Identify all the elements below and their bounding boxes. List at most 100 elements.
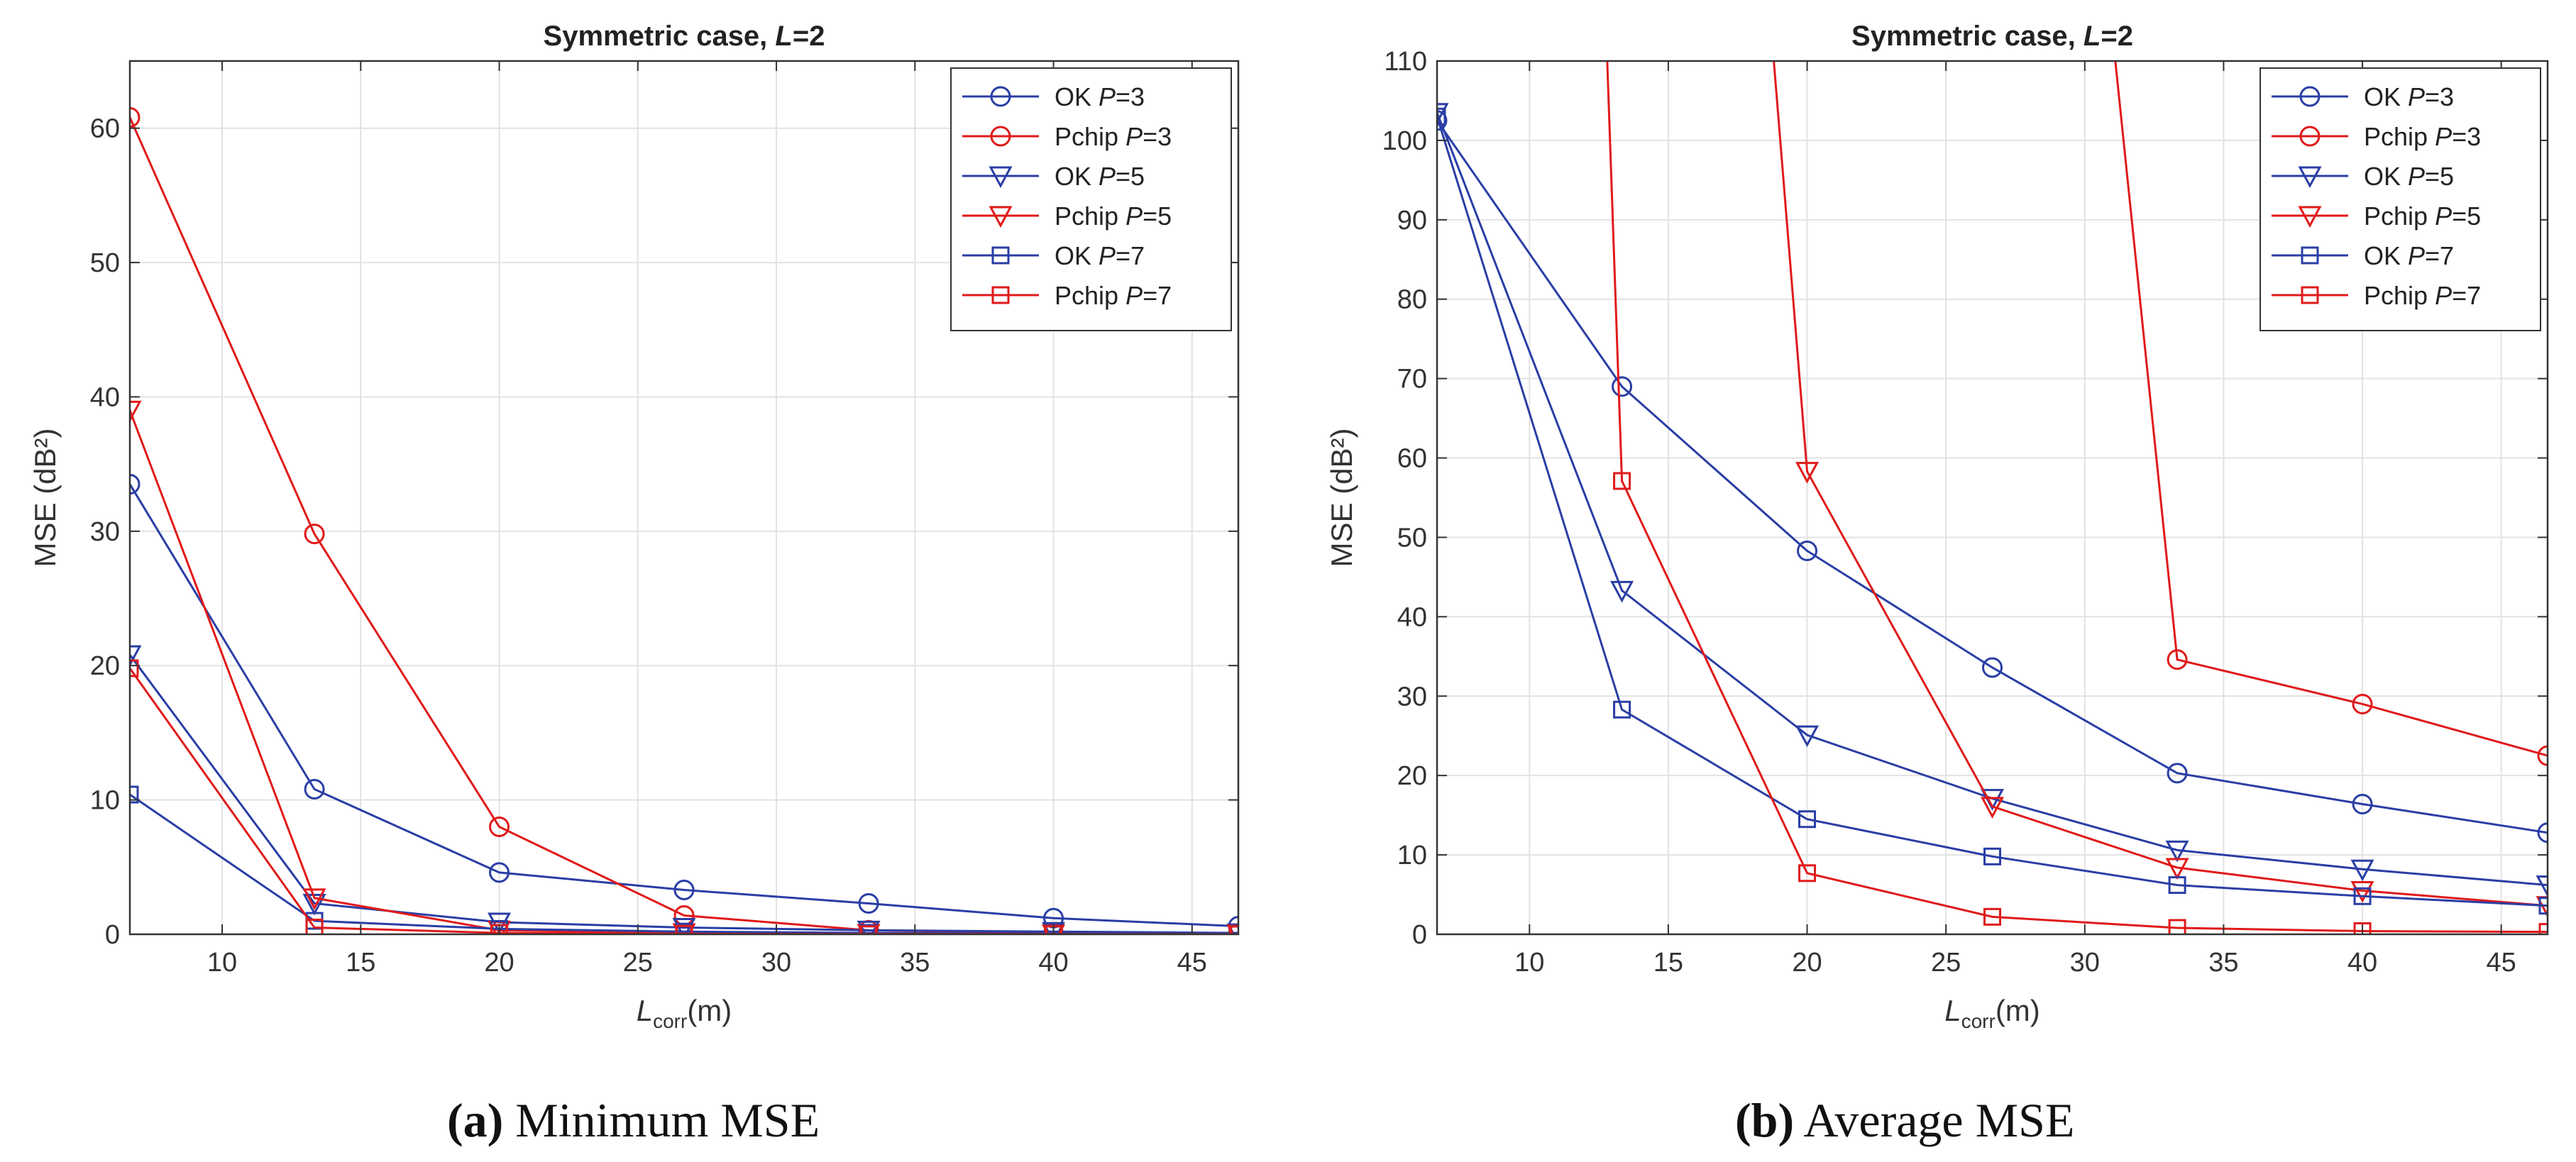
data-point bbox=[1612, 376, 1633, 397]
legend-marker bbox=[990, 126, 1011, 147]
axes-frame bbox=[1436, 60, 2549, 936]
data-point bbox=[2350, 859, 2374, 882]
chart-title: Symmetric case, L=2 bbox=[1851, 21, 2133, 52]
legend-entry: OK P=7 bbox=[2272, 241, 2454, 270]
legend-marker bbox=[2298, 206, 2322, 228]
x-tick-label: 35 bbox=[900, 948, 930, 978]
y-tick-label: 10 bbox=[90, 786, 120, 816]
legend-label: OK P=3 bbox=[1055, 82, 1145, 111]
data-point bbox=[304, 524, 325, 545]
legend: OK P=3 Pchip P=3 OK P=5 Pchip P=5 OK P=7 Pchi… bbox=[2259, 67, 2541, 331]
data-point bbox=[2167, 649, 2188, 670]
legend: OK P=3 Pchip P=3 OK P=5 Pchip P=5 OK P=7 Pchi… bbox=[950, 67, 1232, 331]
legend-label: Pchip P=7 bbox=[1055, 281, 1172, 310]
data-point bbox=[304, 778, 325, 799]
y-tick-label: 0 bbox=[105, 920, 120, 950]
y-tick-label: 40 bbox=[1397, 602, 1427, 632]
x-tick-label: 40 bbox=[1038, 948, 1068, 978]
data-point bbox=[2165, 840, 2189, 863]
legend-marker bbox=[991, 246, 1010, 265]
legend-label: Pchip P=7 bbox=[2364, 281, 2481, 310]
legend-label: OK P=5 bbox=[1055, 162, 1145, 191]
series-pchip-p-3 bbox=[2114, 61, 2548, 766]
data-point bbox=[1437, 110, 1448, 131]
legend-entry: Pchip P=5 bbox=[2272, 201, 2481, 231]
legend-label: Pchip P=5 bbox=[1055, 201, 1172, 231]
data-point bbox=[1982, 657, 2003, 678]
series-ok-p-3 bbox=[1437, 110, 2548, 843]
series-ok-p-7 bbox=[1437, 107, 2548, 915]
series-line bbox=[1437, 120, 2548, 834]
y-tick-label: 20 bbox=[1397, 761, 1427, 791]
data-point bbox=[1795, 725, 1820, 748]
data-point bbox=[2537, 822, 2548, 843]
data-point bbox=[2537, 745, 2548, 766]
legend-entry: Pchip P=3 bbox=[2272, 122, 2481, 151]
data-point bbox=[673, 880, 695, 901]
legend-marker bbox=[2301, 246, 2319, 265]
legend-entry: Pchip P=7 bbox=[962, 281, 1172, 310]
data-point bbox=[1797, 540, 1818, 561]
y-axis-label: MSE (dB²) bbox=[1325, 428, 1358, 567]
y-tick-label: 20 bbox=[90, 651, 120, 681]
y-tick-label: 60 bbox=[90, 114, 120, 144]
legend-marker bbox=[2299, 126, 2321, 147]
x-tick-label: 30 bbox=[761, 948, 791, 978]
data-point bbox=[1980, 797, 2005, 819]
data-point bbox=[2536, 875, 2548, 897]
y-axis-label: MSE (dB²) bbox=[28, 428, 62, 567]
data-point bbox=[2168, 919, 2186, 934]
legend-entry: OK P=3 bbox=[962, 82, 1145, 111]
y-tick-label: 40 bbox=[90, 382, 120, 412]
caption-a: (a) Minimum MSE bbox=[447, 1092, 820, 1149]
legend-label: Pchip P=3 bbox=[2364, 122, 2481, 151]
data-point bbox=[130, 659, 139, 677]
legend-entry: Pchip P=3 bbox=[962, 122, 1172, 151]
x-tick-label: 45 bbox=[1177, 948, 1207, 978]
x-axis-label: Lcorr(m) bbox=[1944, 994, 2040, 1032]
x-tick-label: 25 bbox=[1931, 948, 1961, 978]
data-point bbox=[1437, 107, 1446, 126]
x-tick-label: 15 bbox=[346, 948, 375, 978]
legend-label: OK P=3 bbox=[2364, 82, 2454, 111]
y-tick-label: 50 bbox=[90, 248, 120, 278]
data-point bbox=[130, 645, 142, 668]
y-tick-label: 100 bbox=[1382, 126, 1427, 156]
x-tick-label: 20 bbox=[484, 948, 514, 978]
axes-frame bbox=[128, 60, 1240, 936]
legend-label: OK P=5 bbox=[2364, 162, 2454, 191]
data-point bbox=[2350, 880, 2374, 903]
data-point bbox=[2538, 923, 2548, 934]
data-layer bbox=[1437, 61, 2548, 934]
legend-label: OK P=7 bbox=[1055, 241, 1145, 270]
caption-b-label: (b) bbox=[1735, 1093, 1795, 1147]
y-tick-label: 30 bbox=[1397, 682, 1427, 712]
data-point bbox=[2538, 897, 2548, 915]
x-tick-label: 45 bbox=[2487, 948, 2516, 978]
data-point bbox=[2168, 876, 2186, 895]
data-point bbox=[1437, 103, 1449, 125]
data-point bbox=[1983, 847, 2001, 865]
y-tick-label: 30 bbox=[90, 517, 120, 547]
series-line bbox=[1773, 61, 2548, 907]
chart-average-mse: 10 15 20 25 30 35 40 45 0 10 20 30 40 50 60 70 80 90 100 11… bbox=[1325, 21, 2549, 1032]
data-point bbox=[2167, 763, 2188, 784]
y-tick-label: 80 bbox=[1397, 285, 1427, 315]
legend-label: Pchip P=5 bbox=[2364, 201, 2481, 231]
series-line bbox=[1437, 116, 2548, 907]
data-point bbox=[1610, 580, 1634, 603]
series-line bbox=[2114, 61, 2548, 757]
data-point bbox=[1795, 462, 1820, 484]
data-point bbox=[305, 919, 324, 934]
data-point bbox=[858, 892, 879, 914]
data-point bbox=[672, 918, 696, 934]
legend-label: OK P=7 bbox=[2364, 241, 2454, 270]
legend-marker bbox=[989, 166, 1013, 189]
legend-entry: OK P=5 bbox=[2272, 162, 2454, 191]
data-point bbox=[2352, 793, 2373, 814]
data-point bbox=[1983, 907, 2001, 926]
legend-entry: Pchip P=7 bbox=[2272, 281, 2481, 310]
legend-entry: OK P=3 bbox=[2272, 82, 2454, 111]
data-point bbox=[1798, 810, 1817, 829]
